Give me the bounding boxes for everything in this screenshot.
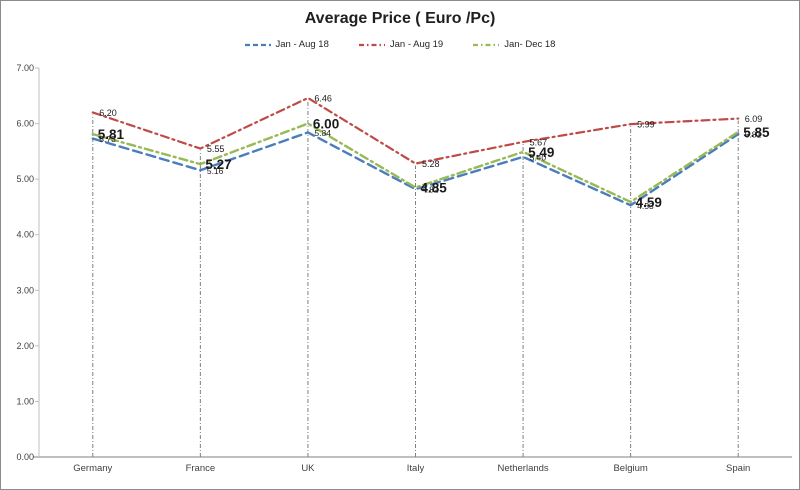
data-label: 5.99 xyxy=(637,120,655,130)
legend-line-sample-dashdot-icon xyxy=(473,43,500,46)
legend-item-label: Jan - Aug 18 xyxy=(275,39,329,50)
y-axis-label: 7.00 xyxy=(16,63,34,73)
data-label: 5.28 xyxy=(422,159,440,169)
data-label: 5.40 xyxy=(530,152,547,162)
data-label: 5.84 xyxy=(314,128,331,138)
y-axis-label: 1.00 xyxy=(16,396,34,406)
legend-item-jan-aug-18: Jan - Aug 18 xyxy=(244,39,329,50)
data-label: 6.09 xyxy=(745,114,763,124)
data-label: 6.00 xyxy=(313,117,339,132)
y-axis-label: 0.00 xyxy=(16,452,34,462)
data-label: 5.81 xyxy=(98,127,125,142)
data-label: 4.59 xyxy=(636,195,662,210)
category-label: Belgium xyxy=(613,463,647,474)
series-line-jan-dec-18 xyxy=(91,122,740,204)
y-axis-label: 6.00 xyxy=(16,119,34,129)
y-axis-label: 2.00 xyxy=(16,341,34,351)
data-label: 5.85 xyxy=(743,125,770,140)
data-label: 6.20 xyxy=(99,108,117,118)
data-label: 5.81 xyxy=(745,130,762,140)
y-axis-label: 3.00 xyxy=(16,285,34,295)
chart-title: Average Price ( Euro /Pc) xyxy=(304,10,496,27)
category-label: Spain xyxy=(726,463,750,474)
category-label: UK xyxy=(301,463,315,474)
legend-item-jan-aug-19: Jan - Aug 19 xyxy=(358,39,444,50)
series-line-jan-aug-19 xyxy=(91,96,740,165)
chart-legend: Jan - Aug 18 Jan - Aug 19 Jan- Dec 18 xyxy=(1,39,799,50)
data-label: 4.53 xyxy=(637,201,654,211)
series-line-jan-aug-18 xyxy=(91,131,740,207)
data-label: 5.27 xyxy=(205,157,231,172)
legend-item-label: Jan- Dec 18 xyxy=(504,39,556,50)
legend-item-jan-dec-18: Jan- Dec 18 xyxy=(473,39,555,50)
data-label: 6.46 xyxy=(314,94,332,104)
data-label: 4.85 xyxy=(421,180,448,195)
y-axis-label: 4.00 xyxy=(16,230,34,240)
legend-line-sample-dashed-icon xyxy=(244,43,271,46)
category-label: France xyxy=(186,463,216,474)
data-label: 4.82 xyxy=(422,185,439,195)
data-label: 5.49 xyxy=(528,145,554,160)
legend-item-label: Jan - Aug 19 xyxy=(389,39,444,50)
data-label: 5.73 xyxy=(99,134,116,144)
category-label: Germany xyxy=(73,463,112,474)
legend-line-sample-dashdot-icon xyxy=(358,43,385,46)
y-axis-label: 5.00 xyxy=(16,174,34,184)
category-label: Italy xyxy=(407,463,425,474)
data-label: 5.55 xyxy=(207,144,225,154)
category-label: Netherlands xyxy=(497,463,548,474)
data-label: 5.16 xyxy=(207,166,224,176)
data-label: 5.67 xyxy=(530,137,548,147)
